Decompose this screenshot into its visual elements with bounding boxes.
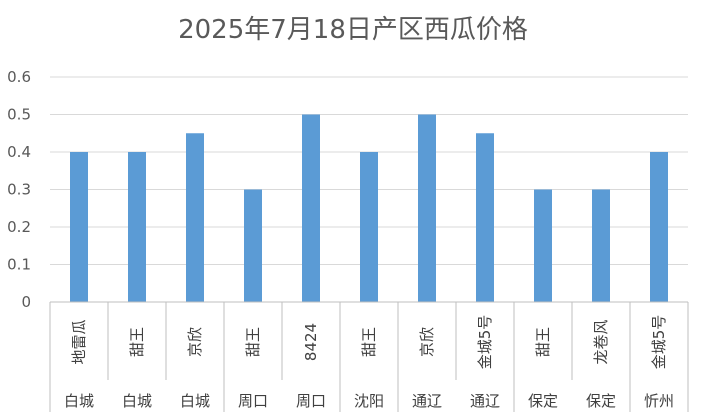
y-tick-label: 0.3 [7, 181, 31, 199]
category-label: 甜王 [244, 327, 262, 357]
y-tick-labels: 0 0.1 0.2 0.3 0.4 0.5 0.6 [7, 68, 31, 311]
region-label: 白城 [122, 392, 152, 410]
bar [70, 152, 88, 302]
category-label: 8424 [302, 323, 320, 361]
y-tick-label: 0.2 [7, 218, 31, 236]
region-label: 周口 [296, 392, 326, 410]
region-label: 保定 [528, 392, 558, 410]
bar [476, 133, 494, 302]
y-tick-label: 0.1 [7, 256, 31, 274]
y-tick-label: 0 [21, 293, 31, 311]
region-label: 白城 [180, 392, 210, 410]
category-label: 甜王 [360, 327, 378, 357]
region-label: 白城 [64, 392, 94, 410]
category-label: 甜王 [534, 327, 552, 357]
category-label: 京欣 [186, 327, 204, 357]
y-tick-label: 0.4 [7, 143, 31, 161]
category-label: 金城5号 [476, 315, 494, 370]
bar [592, 189, 610, 302]
region-labels: 白城 白城 白城 周口 周口 沈阳 通辽 通辽 保定 保定 忻州 [64, 392, 674, 410]
bar [418, 114, 436, 302]
category-label: 京欣 [418, 327, 436, 357]
category-labels: 地雷瓜 甜王 京欣 甜王 8424 甜王 京欣 金城5号 甜王 龙卷风 金城5号 [70, 315, 668, 370]
bar [302, 114, 320, 302]
category-label: 甜王 [128, 327, 146, 357]
bar [128, 152, 146, 302]
region-label: 周口 [238, 392, 268, 410]
category-label: 金城5号 [650, 315, 668, 370]
chart-title: 2025年7月18日产区西瓜价格 [178, 15, 528, 45]
bar [534, 189, 552, 302]
bar [244, 189, 262, 302]
region-label: 保定 [586, 392, 616, 410]
bars [70, 114, 668, 302]
bar [650, 152, 668, 302]
region-label: 忻州 [644, 392, 674, 410]
region-label: 通辽 [412, 392, 442, 410]
y-tick-label: 0.5 [7, 106, 31, 124]
category-label: 地雷瓜 [70, 319, 88, 364]
bar [360, 152, 378, 302]
y-tick-label: 0.6 [7, 68, 31, 86]
region-label: 通辽 [470, 392, 500, 410]
axes [49, 301, 689, 412]
category-label: 龙卷风 [592, 319, 610, 364]
region-label: 沈阳 [354, 392, 384, 410]
bar [186, 133, 204, 302]
